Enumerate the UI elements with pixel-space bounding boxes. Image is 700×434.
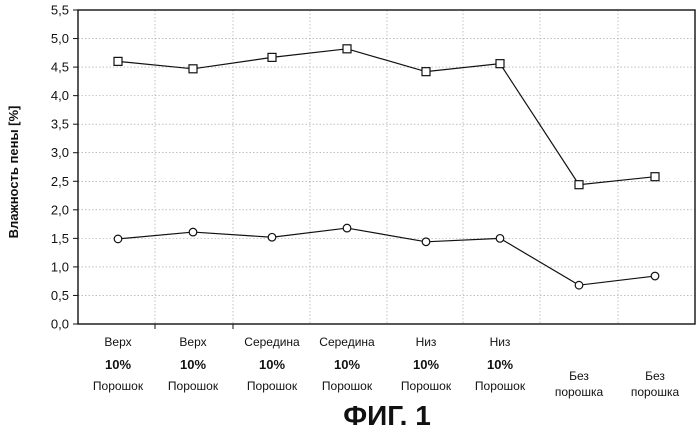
series-line-square-markers — [118, 49, 655, 185]
data-point-square — [189, 65, 197, 73]
data-point-circle — [651, 272, 659, 280]
data-point-circle — [114, 235, 122, 243]
y-tick-label: 5,0 — [51, 31, 69, 46]
data-point-square — [496, 60, 504, 68]
data-point-square — [268, 53, 276, 61]
category-label-percent: 10% — [259, 357, 285, 372]
y-tick-label: 1,0 — [51, 259, 69, 274]
category-label-percent: 10% — [413, 357, 439, 372]
grid-layer — [78, 10, 695, 324]
category-label-percent: 10% — [105, 357, 131, 372]
y-tick-label: 0,5 — [51, 288, 69, 303]
category-label-percent: 10% — [180, 357, 206, 372]
category-label-percent: 10% — [487, 357, 513, 372]
y-tick-label: 3,5 — [51, 117, 69, 132]
series-line-circle-markers — [118, 228, 655, 285]
y-tick-label: 2,5 — [51, 174, 69, 189]
figure-title: ФИГ. 1 — [343, 400, 431, 431]
y-tick-label: 4,0 — [51, 88, 69, 103]
data-point-square — [575, 181, 583, 189]
data-point-circle — [268, 233, 276, 241]
category-label-line1: Без — [645, 369, 665, 383]
category-label-line1: Середина — [319, 335, 375, 349]
category-label-line1: Низ — [416, 335, 437, 349]
data-point-square — [343, 45, 351, 53]
data-point-square — [651, 173, 659, 181]
category-label-line2: порошка — [631, 385, 680, 399]
category-labels: Верх 10% Порошок Верх 10% Порошок Середина 10% П… — [93, 335, 680, 399]
category-label-line1: Верх — [104, 335, 131, 349]
data-point-circle — [575, 281, 583, 289]
category-label-line3: Порошок — [401, 379, 452, 393]
category-label-line2: порошка — [555, 385, 604, 399]
category-label-line1: Низ — [490, 335, 511, 349]
data-point-circle — [189, 228, 197, 236]
category-label-percent: 10% — [334, 357, 360, 372]
series-layer — [114, 45, 659, 289]
data-point-circle — [496, 235, 504, 243]
category-label-line3: Порошок — [247, 379, 298, 393]
category-label-line1: Без — [569, 369, 589, 383]
y-axis-label: Влажность пены [%] — [6, 106, 21, 239]
category-label-line1: Середина — [244, 335, 300, 349]
y-tick-label: 4,5 — [51, 60, 69, 75]
category-label-line1: Верх — [179, 335, 206, 349]
chart: 0,0 0,5 1,0 1,5 2,0 2,5 3,0 3,5 4,0 4,5 5,0 5,5 Вер… — [0, 0, 700, 434]
y-tick-label: 1,5 — [51, 231, 69, 246]
plot-frame — [78, 10, 695, 324]
category-label-line3: Порошок — [93, 379, 144, 393]
data-point-circle — [343, 224, 351, 232]
data-point-square — [114, 57, 122, 65]
data-point-square — [422, 68, 430, 76]
data-point-circle — [422, 238, 430, 246]
y-tick-label: 3,0 — [51, 145, 69, 160]
y-tick-label: 0,0 — [51, 317, 69, 332]
category-label-line3: Порошок — [168, 379, 219, 393]
y-tick-label: 5,5 — [51, 3, 69, 18]
category-label-line3: Порошок — [322, 379, 373, 393]
category-label-line3: Порошок — [475, 379, 526, 393]
y-tick-label: 2,0 — [51, 202, 69, 217]
